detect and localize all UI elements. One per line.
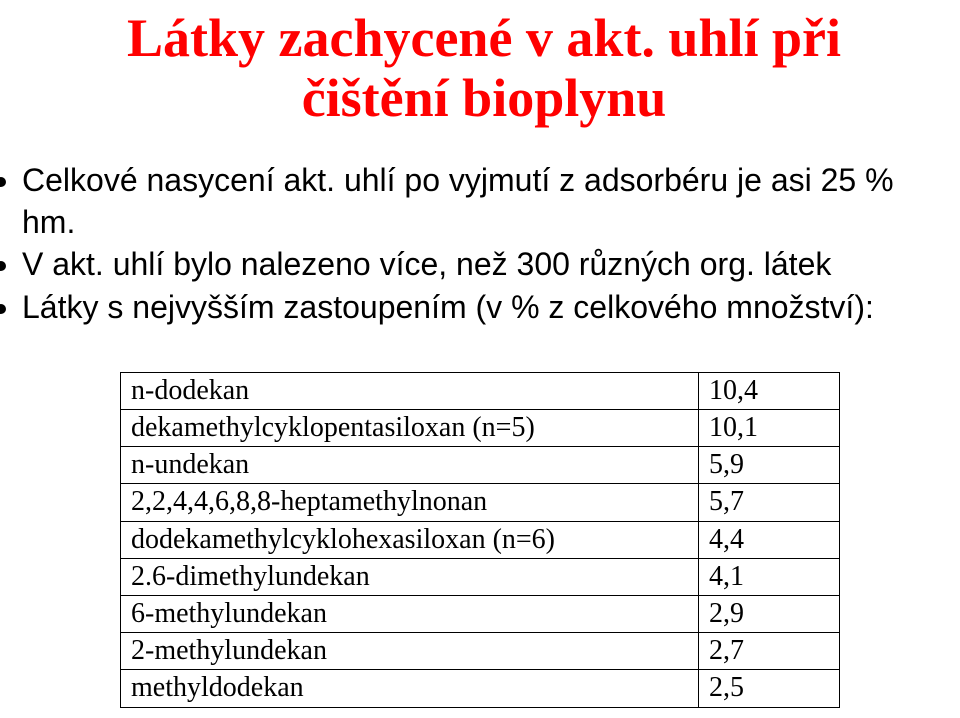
table-row: 2,2,4,4,6,8,8-heptamethylnonan 5,7: [121, 484, 840, 521]
substance-value: 5,9: [699, 447, 840, 484]
title-line-2: čištění bioplynu: [302, 68, 667, 128]
substance-value: 10,4: [699, 372, 840, 409]
bullet-text: Celkové nasycení akt. uhlí po vyjmutí z …: [22, 162, 894, 240]
bullet-list: Celkové nasycení akt. uhlí po vyjmutí z …: [0, 159, 960, 328]
substance-value: 10,1: [699, 410, 840, 447]
substance-name: 6-methylundekan: [121, 596, 699, 633]
table-container: n-dodekan 10,4 dekamethylcyklopentasilox…: [0, 372, 960, 708]
substance-name: 2-methylundekan: [121, 633, 699, 670]
table-row: dekamethylcyklopentasiloxan (n=5) 10,1: [121, 410, 840, 447]
slide-title: Látky zachycené v akt. uhlí při čištění …: [5, 8, 960, 129]
table-row: 2.6-dimethylundekan 4,1: [121, 558, 840, 595]
substance-name: methyldodekan: [121, 670, 699, 707]
substance-value: 4,4: [699, 521, 840, 558]
table-row: 2-methylundekan 2,7: [121, 633, 840, 670]
bullet-item: Celkové nasycení akt. uhlí po vyjmutí z …: [22, 159, 944, 243]
substance-value: 4,1: [699, 558, 840, 595]
table-body: n-dodekan 10,4 dekamethylcyklopentasilox…: [121, 372, 840, 707]
table-row: n-dodekan 10,4: [121, 372, 840, 409]
bullet-text: V akt. uhlí bylo nalezeno více, než 300 …: [22, 246, 831, 282]
table-row: n-undekan 5,9: [121, 447, 840, 484]
substance-value: 2,5: [699, 670, 840, 707]
bullet-item: V akt. uhlí bylo nalezeno více, než 300 …: [22, 243, 944, 285]
substance-name: 2.6-dimethylundekan: [121, 558, 699, 595]
substance-name: n-undekan: [121, 447, 699, 484]
substance-value: 2,7: [699, 633, 840, 670]
title-line-1: Látky zachycené v akt. uhlí při: [127, 8, 841, 68]
substance-name: n-dodekan: [121, 372, 699, 409]
bullet-text: Látky s nejvyšším zastoupením (v % z cel…: [22, 289, 874, 325]
substance-table: n-dodekan 10,4 dekamethylcyklopentasilox…: [120, 372, 840, 708]
substance-name: 2,2,4,4,6,8,8-heptamethylnonan: [121, 484, 699, 521]
substance-name: dekamethylcyklopentasiloxan (n=5): [121, 410, 699, 447]
table-row: dodekamethylcyklohexasiloxan (n=6) 4,4: [121, 521, 840, 558]
table-row: 6-methylundekan 2,9: [121, 596, 840, 633]
table-row: methyldodekan 2,5: [121, 670, 840, 707]
substance-value: 5,7: [699, 484, 840, 521]
slide-title-block: Látky zachycené v akt. uhlí při čištění …: [1, 2, 960, 131]
substance-name: dodekamethylcyklohexasiloxan (n=6): [121, 521, 699, 558]
bullet-item: Látky s nejvyšším zastoupením (v % z cel…: [22, 286, 944, 328]
substance-value: 2,9: [699, 596, 840, 633]
